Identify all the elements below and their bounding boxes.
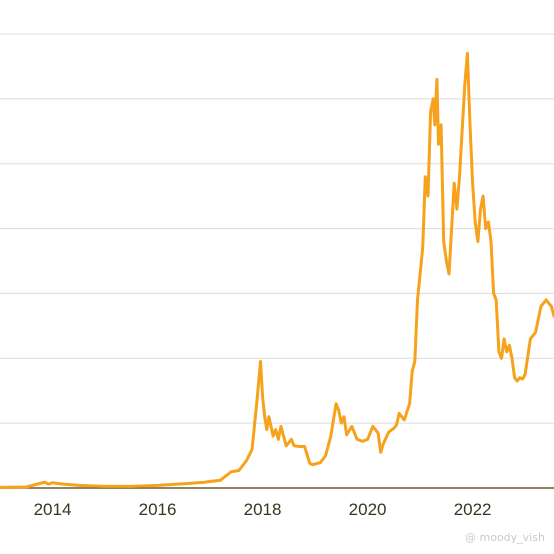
x-tick-label: 2022 [454,500,492,519]
gridlines [0,33,554,424]
x-axis-tick-labels: 2014 2016 2018 2020 2022 [34,500,492,519]
x-tick-label: 2016 [139,500,177,519]
price-series-line [0,52,554,489]
x-tick-label: 2020 [349,500,387,519]
watermark-text: @ moody_vish [465,531,545,544]
x-tick-label: 2018 [244,500,282,519]
x-tick-label: 2014 [34,500,72,519]
